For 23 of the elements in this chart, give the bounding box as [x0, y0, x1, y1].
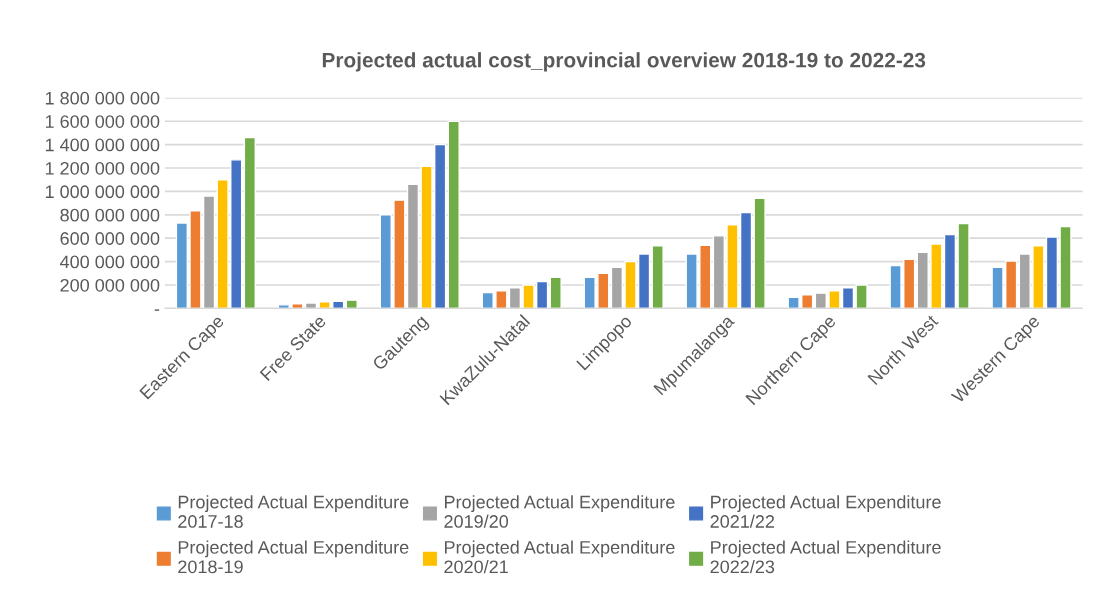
legend-label: Projected Actual Expenditure 2019/20 [444, 495, 675, 528]
y-tick-label: 1 200 000 000 [45, 161, 160, 175]
y-tick-label: 600 000 000 [60, 232, 160, 245]
legend-label: Projected Actual Expenditure 2018-19 [178, 540, 409, 574]
legend-label: Projected Actual Expenditure 2022/23 [710, 540, 941, 574]
y-tick-label: 400 000 000 [60, 255, 160, 269]
bar [549, 276, 562, 309]
bar [243, 136, 256, 309]
y-tick-label: - [154, 309, 160, 311]
y-tick-label: 1 800 000 000 [45, 91, 160, 105]
bar [651, 245, 664, 309]
bar [753, 197, 766, 309]
legend-label: Projected Actual Expenditure 2021/22 [710, 495, 941, 528]
y-tick-label: 1 600 000 000 [45, 115, 160, 128]
y-tick-label: 1 400 000 000 [45, 138, 160, 152]
legend-label: Projected Actual Expenditure 2020/21 [444, 540, 675, 574]
y-tick-label: 200 000 000 [60, 278, 160, 292]
bar [345, 299, 358, 309]
chart-title: Projected actual cost_provincial overview 2018-19 to 2022-23 [322, 52, 926, 72]
y-tick-label: 1 000 000 000 [45, 185, 160, 199]
legend-label: Projected Actual Expenditure 2017-18 [178, 495, 409, 528]
bar [447, 120, 460, 309]
y-tick-label: 800 000 000 [60, 208, 160, 222]
